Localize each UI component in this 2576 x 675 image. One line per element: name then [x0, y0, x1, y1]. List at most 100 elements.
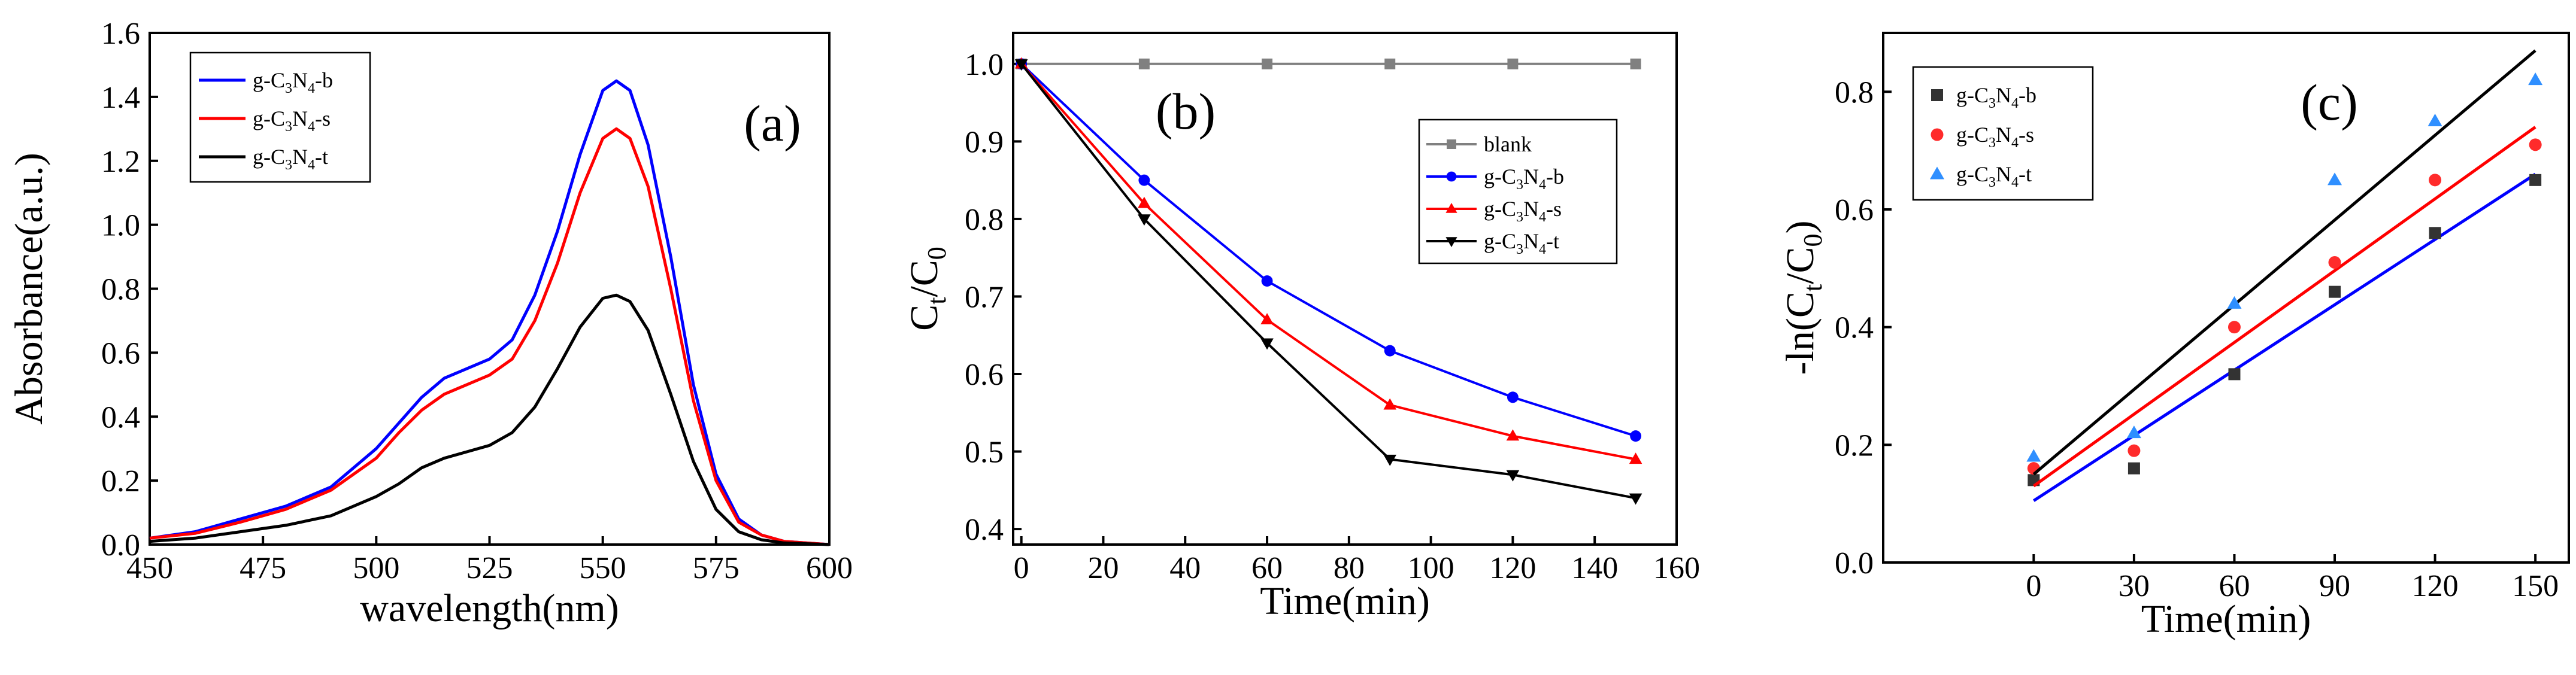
panel-label: (c) — [2301, 74, 2357, 131]
data-point — [1138, 58, 1150, 69]
legend-label: g-C3N4-t — [253, 145, 328, 173]
legend-label: g-C3N4-t — [1484, 229, 1559, 257]
series-g-C3N4-s — [2027, 126, 2542, 488]
x-axis-label: Time(min) — [1260, 579, 1430, 623]
legend-marker — [1930, 166, 1944, 180]
data-point — [1261, 275, 1273, 287]
x-tick-label: 60 — [2219, 569, 2250, 603]
legend-label: g-C3N4-s — [1484, 197, 1562, 225]
data-point — [2228, 321, 2241, 334]
data-point — [1507, 391, 1519, 403]
series-g-C3N4-t — [149, 293, 830, 546]
legend-marker — [1446, 171, 1457, 182]
x-tick-label: 160 — [1653, 551, 1700, 585]
data-point — [1138, 196, 1151, 208]
y-tick-label: 0.8 — [101, 273, 140, 307]
data-point — [2427, 114, 2442, 126]
series-g-C3N4-b — [2028, 172, 2542, 502]
x-tick-label: 450 — [126, 551, 173, 585]
y-tick-label: 1.0 — [101, 209, 140, 243]
y-tick-label: 0.6 — [101, 336, 140, 370]
x-tick-label: 140 — [1571, 551, 1618, 585]
x-tick-label: 100 — [1408, 551, 1454, 585]
series-line — [1020, 63, 1636, 500]
y-tick-label: 0.8 — [965, 203, 1004, 237]
data-point — [2228, 368, 2241, 381]
y-tick-label: 0.2 — [1835, 428, 1874, 463]
data-point — [2128, 462, 2140, 475]
y-axis-label-group: Ct/C0 — [902, 247, 951, 331]
data-point — [1260, 338, 1274, 350]
data-point — [2529, 138, 2542, 151]
fit-line — [2032, 172, 2536, 502]
panel-label: (a) — [744, 95, 801, 152]
y-tick-label: 0.2 — [101, 464, 140, 498]
data-point — [2529, 174, 2542, 186]
data-point — [1384, 58, 1396, 69]
legend-marker — [1447, 139, 1456, 149]
legend-label: g-C3N4-s — [253, 107, 331, 135]
x-axis-label: Time(min) — [2141, 597, 2311, 641]
legend-marker — [1445, 237, 1457, 247]
legend-marker — [1931, 89, 1943, 101]
legend-marker — [1445, 203, 1457, 213]
data-point — [2429, 174, 2442, 187]
y-axis-label: Ct/C0 — [902, 247, 951, 331]
fit-line — [2032, 49, 2536, 476]
y-tick-label: 0.8 — [1835, 75, 1874, 110]
x-tick-label: 600 — [806, 551, 853, 585]
x-tick-label: 575 — [693, 551, 740, 585]
x-tick-label: 0 — [2026, 569, 2041, 603]
data-point — [2329, 285, 2341, 298]
y-axis-label: Absorbance(a.u.) — [7, 153, 51, 424]
series-line — [1020, 63, 1636, 437]
panel-c: 0 30 60 90 120 150 0.0 0.2 0.4 0.6 0.8 Time(min) -ln… — [1778, 32, 2570, 641]
y-tick-label: 1.2 — [101, 145, 140, 179]
legend-marker — [1931, 128, 1944, 141]
data-point — [1384, 345, 1396, 357]
data-point — [1506, 470, 1520, 482]
y-tick-label: 0.4 — [1835, 311, 1874, 345]
y-tick-label: 0.6 — [1835, 193, 1874, 227]
legend-label: g-C3N4-b — [253, 68, 333, 96]
data-point — [1629, 493, 1642, 505]
y-tick-label: 1.6 — [101, 17, 140, 51]
legend-label: g-C3N4-b — [1956, 83, 2036, 111]
series-g-C3N4-s — [149, 127, 830, 546]
plot-frame — [1012, 32, 1678, 546]
fit-line — [2032, 126, 2536, 488]
series-g-C3N4-b — [1016, 58, 1642, 442]
plot-frame — [1882, 32, 2570, 564]
x-axis-label: wavelength(nm) — [360, 586, 619, 630]
series-g-C3N4-b — [149, 79, 830, 546]
x-tick-label: 30 — [2119, 569, 2150, 603]
data-point — [1138, 174, 1150, 186]
y-tick-label: 1.4 — [101, 81, 140, 115]
data-point — [2328, 172, 2342, 186]
series-line — [149, 79, 830, 546]
x-tick-label: 120 — [1489, 551, 1536, 585]
data-point — [1507, 58, 1519, 69]
data-point — [1383, 398, 1397, 410]
panel-a: 450 475 500 525 550 575 600 0.0 0.2 0.4 0.6 0.8 1.0 1… — [7, 17, 853, 630]
data-point — [2528, 72, 2543, 86]
y-tick-label: 0.7 — [965, 280, 1004, 314]
data-point — [2126, 425, 2141, 439]
y-axis-label-group: Absorbance(a.u.) — [7, 153, 51, 424]
x-tick-label: 550 — [580, 551, 626, 585]
x-tick-label: 525 — [466, 551, 513, 585]
x-tick-label: 150 — [2512, 569, 2559, 603]
legend-label: g-C3N4-b — [1484, 165, 1564, 193]
y-tick-label: 0.5 — [965, 436, 1004, 470]
series-g-C3N4-t — [2026, 49, 2543, 476]
y-tick-label: 0.6 — [965, 358, 1004, 392]
data-point — [1629, 452, 1642, 464]
legend: blank g-C3N4-b g-C3N4-s g-C3N4-t — [1418, 118, 1618, 264]
series-line — [149, 127, 830, 546]
y-tick-label: 0.4 — [101, 400, 140, 434]
data-point — [1138, 214, 1151, 226]
series-g-C3N4-t — [1014, 59, 1642, 505]
legend: g-C3N4-b g-C3N4-s g-C3N4-t — [1912, 66, 2094, 201]
data-point — [2128, 444, 2141, 457]
x-tick-label: 40 — [1169, 551, 1201, 585]
